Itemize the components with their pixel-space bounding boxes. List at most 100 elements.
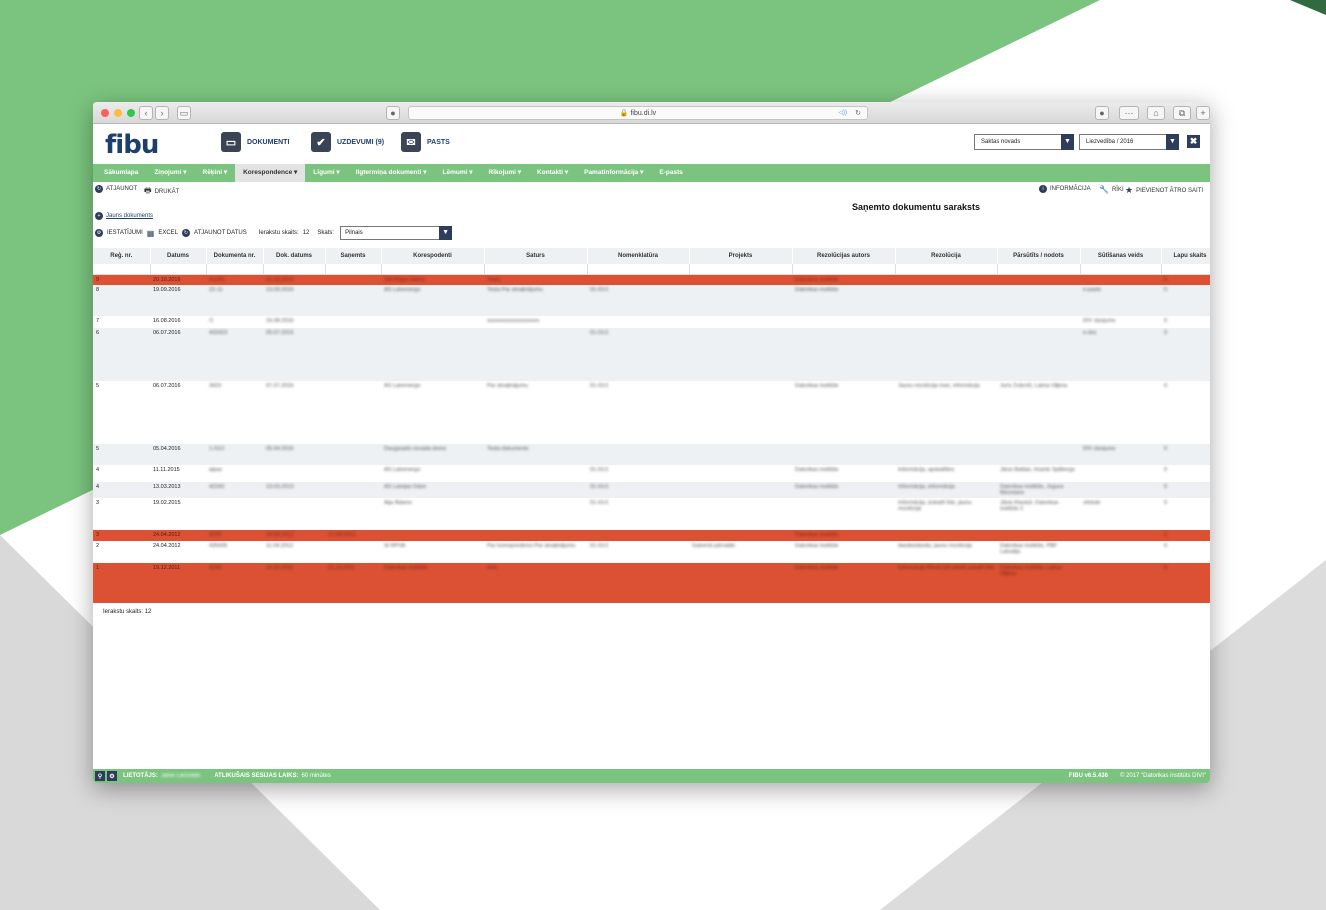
sidebar-toggle-icon[interactable]: ▭ bbox=[177, 106, 191, 120]
menu-item-10[interactable]: E-pasts bbox=[659, 169, 683, 176]
column-filter-input[interactable] bbox=[93, 264, 151, 275]
institution-select[interactable]: Liezvedība / 2016 ▼ bbox=[1079, 134, 1179, 150]
logout-close-button[interactable]: ✖ bbox=[1187, 135, 1200, 148]
table-row[interactable]: 4 13.03.2013 42243 13.03.2013 AS Latvijas Gā… bbox=[93, 481, 1210, 498]
minimize-window-button[interactable] bbox=[114, 109, 122, 117]
column-filter-input[interactable] bbox=[484, 264, 588, 275]
column-header[interactable]: Rezolūcijas autors bbox=[792, 248, 896, 264]
column-filter-input[interactable] bbox=[1080, 264, 1162, 275]
view-select[interactable]: Pilnais ▼ bbox=[340, 226, 453, 240]
table-row[interactable]: 3 19.02.2015 Aija Ādams 01-01/1 Informācija,… bbox=[93, 498, 1210, 530]
table-row[interactable]: 1 19.12.2011 4234 14.12.2011 21.12.2011 Dator… bbox=[93, 562, 1210, 603]
speaker-icon[interactable]: ◁)) bbox=[838, 110, 847, 116]
table-cell bbox=[895, 443, 997, 465]
forward-button[interactable]: › bbox=[155, 106, 169, 120]
menu-item-3[interactable]: Korespondence ▾ bbox=[235, 164, 306, 182]
menu-item-2[interactable]: Rēķini ▾ bbox=[202, 169, 228, 176]
column-header[interactable]: Saņemts bbox=[325, 248, 382, 264]
table-row[interactable]: 9 20.10.2016 41235 12.10.2016 SIA Rīgas ūden… bbox=[93, 274, 1210, 285]
address-bar[interactable]: 🔒 fibu.di.lv ◁)) ↻ bbox=[408, 106, 868, 120]
table-cell bbox=[484, 327, 587, 381]
reload-icon[interactable]: ↻ bbox=[855, 110, 861, 117]
column-header[interactable]: Reģ. nr. bbox=[93, 248, 151, 264]
column-header[interactable]: Pārsūtīts / nodots bbox=[997, 248, 1081, 264]
column-header[interactable]: Saturs bbox=[484, 248, 588, 264]
table-cell: 01-01/1 bbox=[587, 284, 689, 316]
table-cell bbox=[587, 443, 689, 465]
menu-item-8[interactable]: Kontakti ▾ bbox=[537, 169, 569, 176]
table-row[interactable]: 2 24.04.2012 435435 11.04.2012 SI RPVA Par ko… bbox=[93, 541, 1210, 563]
tools-button[interactable]: 🔧 RĪKI bbox=[1099, 185, 1124, 194]
column-filter-input[interactable] bbox=[263, 264, 326, 275]
column-filter-input[interactable] bbox=[587, 264, 690, 275]
info-button[interactable]: i INFORMĀCIJA bbox=[1039, 185, 1091, 193]
download-icon[interactable]: ● bbox=[1095, 106, 1109, 120]
fibu-logo[interactable]: fibu bbox=[105, 130, 159, 160]
column-header[interactable]: Lapu skaits bbox=[1161, 248, 1210, 264]
print-button[interactable]: 🖶 DRUKĀT bbox=[144, 185, 179, 199]
close-window-button[interactable] bbox=[101, 109, 109, 117]
new-document-link[interactable]: + Jauns dokuments bbox=[95, 212, 153, 220]
table-cell bbox=[895, 316, 997, 328]
table-cell: 0 bbox=[1161, 274, 1210, 285]
column-header[interactable]: Dokumenta nr. bbox=[206, 248, 264, 264]
table-cell: 0 bbox=[1164, 466, 1168, 473]
window-controls bbox=[101, 109, 135, 117]
table-row[interactable]: 3 24.04.2012 4234 18.04.2012 17.04.2012 Dator… bbox=[93, 529, 1210, 541]
column-header[interactable]: Datums bbox=[150, 248, 207, 264]
column-header[interactable]: Korespodenti bbox=[381, 248, 485, 264]
column-header[interactable]: Dok. datums bbox=[263, 248, 326, 264]
settings-button[interactable]: IESTATĪJUMI bbox=[107, 230, 143, 236]
table-cell bbox=[792, 443, 895, 465]
column-filter-input[interactable] bbox=[1161, 264, 1210, 275]
grid-icon[interactable]: ⋯ bbox=[1119, 106, 1139, 120]
column-filter-input[interactable] bbox=[325, 264, 382, 275]
reader-icon[interactable]: ● bbox=[386, 106, 400, 120]
new-tab-button[interactable]: + bbox=[1196, 106, 1210, 120]
column-header[interactable]: Rezolūcija bbox=[895, 248, 998, 264]
column-filter-input[interactable] bbox=[689, 264, 793, 275]
column-header[interactable]: Nomenklatūra bbox=[587, 248, 690, 264]
table-cell bbox=[484, 529, 587, 541]
add-quick-link-button[interactable]: ★ PIEVIENOT ĀTRO SAITI bbox=[1125, 185, 1203, 195]
menu-item-4[interactable]: Līgumi ▾ bbox=[313, 169, 340, 176]
column-filter-input[interactable] bbox=[206, 264, 264, 275]
refresh-button[interactable]: ↻ ATJAUNOT bbox=[95, 185, 138, 193]
column-filter-input[interactable] bbox=[895, 264, 998, 275]
column-filter-input[interactable] bbox=[150, 264, 207, 275]
column-header[interactable]: Projekts bbox=[689, 248, 793, 264]
table-cell: 5 bbox=[96, 382, 100, 389]
maximize-window-button[interactable] bbox=[127, 109, 135, 117]
table-row[interactable]: 4 11.11.2015 aipas AS Latvenergo 01-01/1 Dato… bbox=[93, 465, 1210, 482]
column-filter-input[interactable] bbox=[792, 264, 896, 275]
column-filter-input[interactable] bbox=[381, 264, 485, 275]
wrench-icon: 🔧 bbox=[1099, 185, 1109, 194]
home-icon[interactable]: ⌂ bbox=[1147, 106, 1165, 120]
back-button[interactable]: ‹ bbox=[139, 106, 153, 120]
menu-item-5[interactable]: Ilgtermiņa dokumenti ▾ bbox=[355, 169, 427, 176]
menu-item-7[interactable]: Rīkojumi ▾ bbox=[488, 169, 522, 176]
table-row[interactable]: 6 06.07.2016 432423 05.07.2016 01-01/1 e-doc 0 bbox=[93, 327, 1210, 381]
municipality-select[interactable]: Saktas novads ▼ bbox=[974, 134, 1074, 150]
url-text: fibu.di.lv bbox=[630, 110, 657, 117]
table-row[interactable]: 8 19.09.2016 22-11 13.09.2016 AS Latvenergo T… bbox=[93, 284, 1210, 316]
menu-item-0[interactable]: Sākumlapa bbox=[104, 169, 139, 176]
table-row[interactable]: 5 05.04.2016 1-01/1 05.04.2016 Daugavpils no… bbox=[93, 443, 1210, 465]
column-header[interactable]: Sūtīšanas veids bbox=[1080, 248, 1162, 264]
tabs-icon[interactable]: ⧉ bbox=[1173, 106, 1191, 120]
column-filter-input[interactable] bbox=[997, 264, 1081, 275]
table-row[interactable]: 5 06.07.2016 3423 07.07.2016 AS Latvenergo Pa… bbox=[93, 381, 1210, 444]
menu-item-6[interactable]: Lēmumi ▾ bbox=[442, 169, 473, 176]
mail-button[interactable]: ✉ PASTS bbox=[401, 132, 450, 152]
table-cell bbox=[381, 529, 484, 541]
gear-icon[interactable]: ⚙ bbox=[107, 771, 117, 781]
menu-item-9[interactable]: Pamatinformācija ▾ bbox=[584, 169, 644, 176]
table-row[interactable]: 7 16.08.2016/1 16.08.2016 xxxxxxxxxxxxxxxxx… bbox=[93, 316, 1210, 328]
excel-button[interactable]: EXCEL bbox=[158, 230, 179, 236]
refresh-data-button[interactable]: ATJAUNOT DATUS bbox=[194, 230, 247, 236]
user-icon[interactable]: ⚲ bbox=[95, 771, 105, 781]
menu-item-1[interactable]: Ziņojumi ▾ bbox=[154, 169, 187, 176]
tasks-button[interactable]: ✔ UZDEVUMI (9) bbox=[311, 132, 384, 152]
documents-button[interactable]: ▭ DOKUMENTI bbox=[221, 132, 289, 152]
star-icon: ★ bbox=[1125, 185, 1134, 195]
